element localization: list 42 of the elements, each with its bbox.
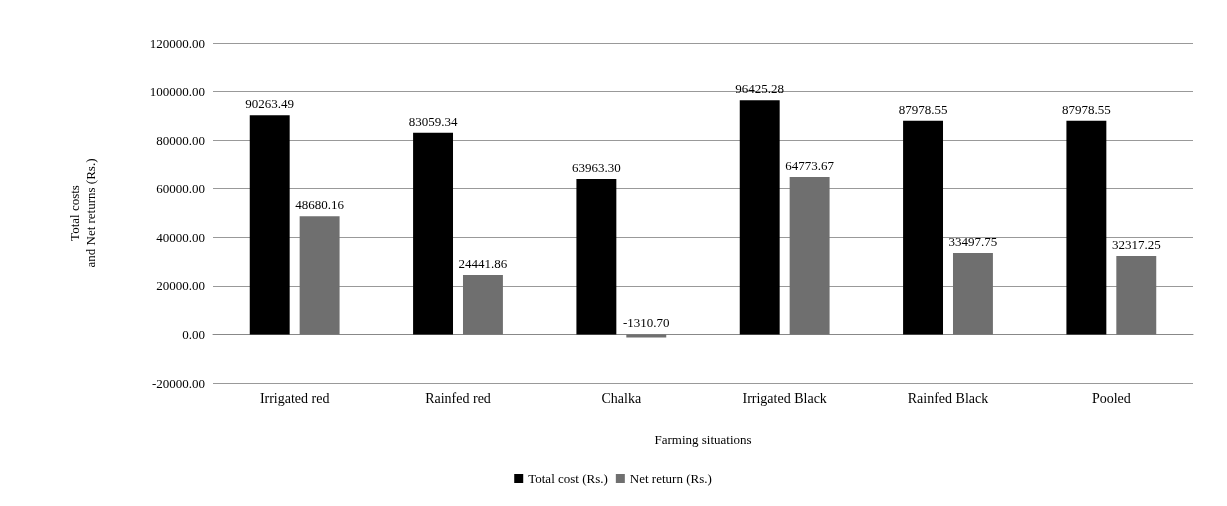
- bar: [299, 216, 340, 335]
- data-label: 83059.34: [408, 113, 458, 129]
- x-tick-label: Irrigated Black: [742, 390, 827, 406]
- data-label: 48680.16: [295, 197, 345, 213]
- x-tick-label: Rainfed Black: [907, 390, 989, 406]
- bar: [626, 334, 667, 338]
- data-label: 87978.55: [898, 101, 948, 117]
- x-tick-label: Irrigated red: [259, 390, 330, 406]
- y-tick-label: -20000.00: [151, 375, 205, 391]
- bar: [739, 100, 780, 335]
- bar: [462, 275, 503, 335]
- bar: [413, 132, 454, 335]
- y-axis-title: Total costs and Net returns (Rs.): [66, 158, 98, 268]
- legend-label: Total cost (Rs.): [528, 471, 608, 486]
- bar: [903, 120, 944, 335]
- data-label: 64773.67: [785, 158, 835, 174]
- x-tick-label: Pooled: [1091, 390, 1131, 406]
- data-label: 87978.55: [1062, 101, 1111, 117]
- x-tick-label: Chalka: [601, 390, 642, 406]
- data-label: 90263.49: [245, 96, 295, 112]
- bar: [576, 179, 617, 335]
- data-label: 32317.25: [1111, 236, 1161, 252]
- data-label: -1310.70: [622, 315, 670, 331]
- y-tick-label: 80000.00: [156, 132, 205, 148]
- bar: [952, 253, 993, 335]
- legend-label: Net return (Rs.): [629, 471, 712, 486]
- data-label: 33497.75: [948, 234, 998, 250]
- data-label: 63963.30: [572, 160, 621, 176]
- y-tick-label: 100000.00: [149, 84, 205, 100]
- bar: [789, 177, 830, 335]
- y-tick-label: 60000.00: [156, 181, 205, 197]
- data-label: 24441.86: [458, 256, 508, 272]
- y-tick-label: 40000.00: [156, 229, 205, 245]
- y-tick-label: 120000.00: [149, 35, 205, 51]
- y-tick-label: 0.00: [182, 326, 205, 342]
- bar: [1116, 255, 1157, 335]
- data-label: 96425.28: [735, 81, 785, 97]
- bar: [1066, 120, 1107, 335]
- x-axis-title: Farming situations: [654, 432, 752, 447]
- y-tick-label: 20000.00: [156, 278, 205, 294]
- x-tick-label: Rainfed red: [425, 390, 491, 406]
- bar: [249, 115, 290, 335]
